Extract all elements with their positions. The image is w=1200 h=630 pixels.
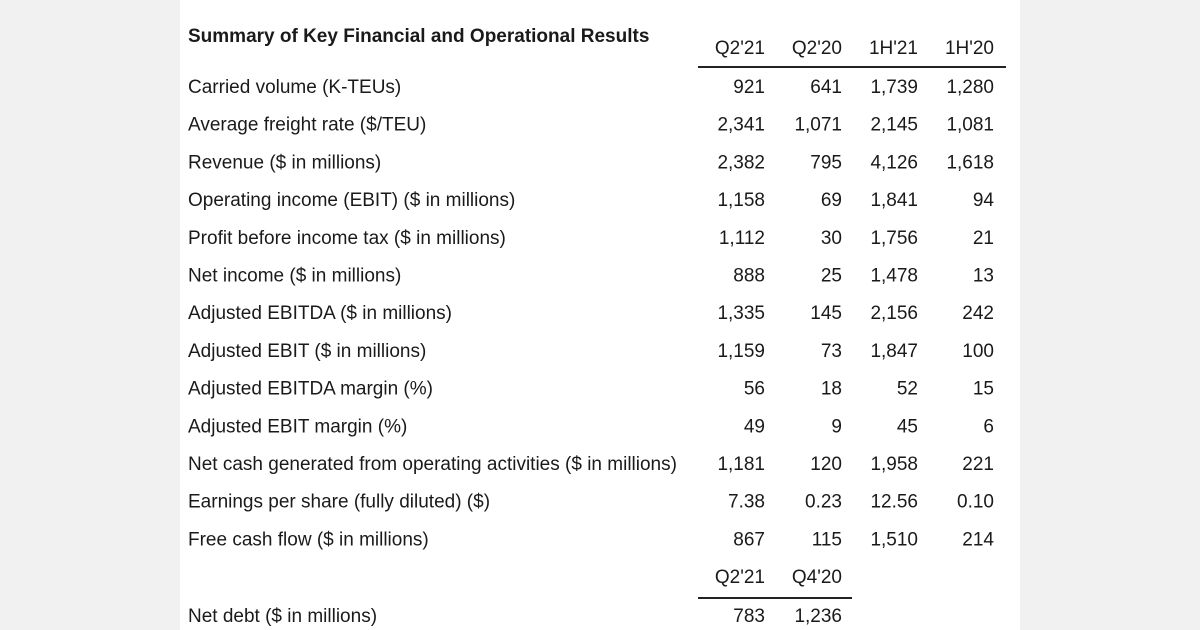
- cell-value: 1,841: [870, 190, 918, 211]
- column-header: Q2'21: [715, 567, 765, 588]
- cell-value: 94: [973, 190, 995, 211]
- cell-value: 49: [744, 416, 765, 437]
- row-label: Adjusted EBITDA ($ in millions): [188, 303, 452, 324]
- cell-value: 0.10: [957, 492, 994, 513]
- cell-value: 120: [810, 454, 842, 475]
- cell-value: 1,236: [794, 606, 842, 627]
- cell-value: 1,739: [870, 77, 918, 98]
- row-label: Net cash generated from operating activi…: [188, 454, 677, 475]
- row-label: Net income ($ in millions): [188, 266, 401, 287]
- cell-value: 145: [810, 303, 842, 324]
- cell-value: 641: [810, 77, 842, 98]
- cell-value: 18: [821, 379, 842, 400]
- cell-value: 1,478: [870, 266, 918, 287]
- panel: [180, 0, 1020, 630]
- column-header: 1H'21: [869, 38, 918, 59]
- cell-value: 1,181: [717, 454, 765, 475]
- cell-value: 1,081: [946, 115, 994, 136]
- row-label: Net debt ($ in millions): [188, 606, 377, 627]
- column-header: 1H'20: [945, 38, 994, 59]
- cell-value: 45: [897, 416, 918, 437]
- cell-value: 1,335: [717, 303, 765, 324]
- cell-value: 1,158: [717, 190, 765, 211]
- row-label: Operating income (EBIT) ($ in millions): [188, 190, 515, 211]
- cell-value: 56: [744, 379, 765, 400]
- cell-value: 795: [810, 152, 842, 173]
- cell-value: 1,756: [870, 228, 918, 249]
- cell-value: 21: [973, 228, 994, 249]
- cell-value: 867: [733, 529, 765, 550]
- cell-value: 783: [733, 606, 765, 627]
- column-header: Q2'20: [792, 38, 842, 59]
- cell-value: 1,112: [719, 228, 765, 249]
- cell-value: 69: [821, 190, 842, 211]
- cell-value: 52: [897, 379, 918, 400]
- table-title: Summary of Key Financial and Operational…: [188, 26, 649, 47]
- cell-value: 6: [983, 416, 994, 437]
- cell-value: 214: [962, 529, 994, 550]
- cell-value: 2,382: [717, 152, 765, 173]
- cell-value: 2,341: [717, 115, 765, 136]
- column-header: Q2'21: [715, 38, 765, 59]
- cell-value: 242: [962, 303, 994, 324]
- cell-value: 1,071: [794, 115, 842, 136]
- row-label: Earnings per share (fully diluted) ($): [188, 492, 490, 513]
- cell-value: 12.56: [870, 492, 918, 513]
- cell-value: 30: [821, 228, 842, 249]
- cell-value: 0.23: [805, 492, 842, 513]
- cell-value: 7.38: [728, 492, 765, 513]
- row-label: Adjusted EBITDA margin (%): [188, 379, 433, 400]
- cell-value: 115: [812, 529, 842, 550]
- cell-value: 100: [962, 341, 994, 362]
- cell-value: 1,618: [946, 152, 994, 173]
- cell-value: 921: [733, 77, 765, 98]
- row-label: Revenue ($ in millions): [188, 152, 381, 173]
- cell-value: 1,510: [870, 529, 918, 550]
- cell-value: 888: [733, 266, 765, 287]
- cell-value: 1,958: [870, 454, 918, 475]
- cell-value: 2,156: [870, 303, 918, 324]
- cell-value: 9: [831, 416, 842, 437]
- cell-value: 13: [973, 266, 994, 287]
- row-label: Average freight rate ($/TEU): [188, 115, 426, 136]
- row-label: Adjusted EBIT ($ in millions): [188, 341, 426, 362]
- row-label: Carried volume (K-TEUs): [188, 77, 401, 98]
- cell-value: 25: [821, 266, 842, 287]
- cell-value: 73: [821, 341, 842, 362]
- row-label: Adjusted EBIT margin (%): [188, 416, 407, 437]
- row-label: Free cash flow ($ in millions): [188, 529, 429, 550]
- cell-value: 221: [962, 454, 994, 475]
- column-header: Q4'20: [792, 567, 842, 588]
- cell-value: 2,145: [870, 115, 918, 136]
- cell-value: 1,280: [946, 77, 994, 98]
- cell-value: 1,159: [717, 341, 765, 362]
- cell-value: 15: [973, 379, 994, 400]
- cell-value: 1,847: [870, 341, 918, 362]
- cell-value: 4,126: [870, 152, 918, 173]
- row-label: Profit before income tax ($ in millions): [188, 228, 506, 249]
